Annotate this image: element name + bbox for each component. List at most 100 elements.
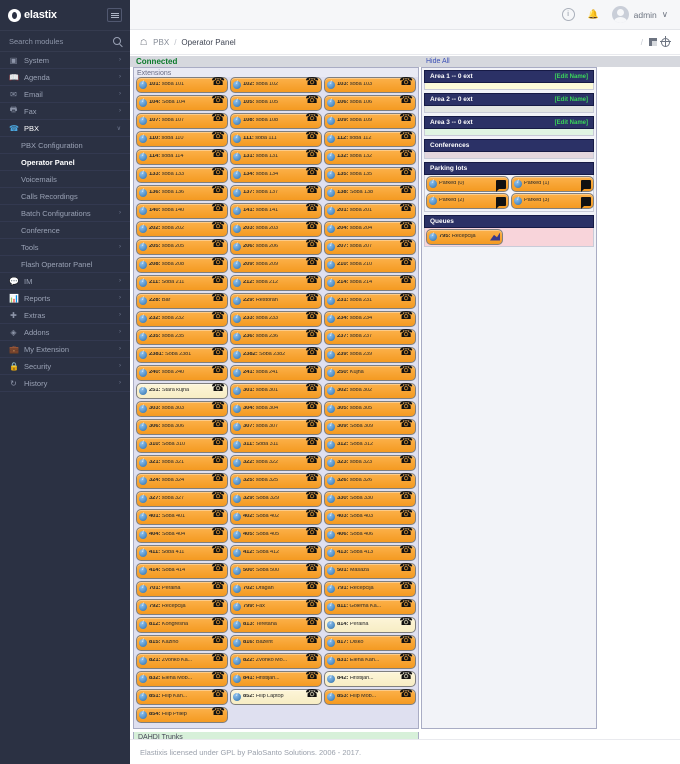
extension-button[interactable]: 821: Zvonko Ka... xyxy=(136,653,228,669)
info-icon[interactable] xyxy=(233,674,241,683)
extension-button[interactable]: 324: soba 324 xyxy=(136,473,228,489)
info-icon[interactable] xyxy=(514,179,522,188)
extension-button[interactable]: 210: soba 210 xyxy=(324,257,416,273)
info-icon[interactable] xyxy=(139,80,147,89)
extension-button[interactable]: 103: soba 103 xyxy=(324,77,416,93)
extension-button[interactable]: 322: soba 322 xyxy=(230,455,322,471)
extension-button[interactable]: 307: soba 307 xyxy=(230,419,322,435)
info-icon[interactable] xyxy=(139,314,147,323)
sidebar-item-calls-recordings[interactable]: Calls Recordings xyxy=(0,188,130,205)
extension-button[interactable]: 212: soba 212 xyxy=(230,275,322,291)
extension-button[interactable]: 302: soba 302 xyxy=(324,383,416,399)
info-icon[interactable] xyxy=(327,224,335,233)
sidebar-item-conference[interactable]: Conference xyxy=(0,222,130,239)
sidebar-item-tools[interactable]: Tools › xyxy=(0,239,130,256)
info-icon[interactable] xyxy=(327,134,335,143)
info-icon[interactable] xyxy=(327,80,335,89)
extension-button[interactable]: 201: soba 201 xyxy=(324,203,416,219)
expand-icon[interactable] xyxy=(659,36,671,47)
extension-button[interactable]: 815: Kazino xyxy=(136,635,228,651)
info-icon[interactable] xyxy=(139,638,147,647)
info-icon[interactable] xyxy=(327,404,335,413)
info-icon[interactable] xyxy=(139,278,147,287)
extension-button[interactable]: 306: soba 306 xyxy=(136,419,228,435)
sidebar-item-voicemails[interactable]: Voicemails xyxy=(0,171,130,188)
sidebar-item-security[interactable]: 🔒 Security › xyxy=(0,358,130,375)
info-icon[interactable] xyxy=(514,196,522,205)
info-icon[interactable] xyxy=(233,566,241,575)
breadcrumb-root[interactable]: PBX xyxy=(153,37,170,47)
info-icon[interactable] xyxy=(233,314,241,323)
extension-button[interactable]: 500: Soba 500 xyxy=(230,563,322,579)
extension-button[interactable]: 202: soba 202 xyxy=(136,221,228,237)
info-icon[interactable] xyxy=(139,422,147,431)
parking-slot-button[interactable]: Parked (0) xyxy=(426,176,509,192)
info-icon[interactable] xyxy=(327,242,335,251)
info-icon[interactable] xyxy=(233,350,241,359)
info-icon[interactable] xyxy=(233,602,241,611)
info-icon[interactable] xyxy=(139,512,147,521)
extension-button[interactable]: 817: Disko xyxy=(324,635,416,651)
extension-button[interactable]: 310: Soba 310 xyxy=(136,437,228,453)
info-icon[interactable] xyxy=(233,98,241,107)
info-icon[interactable] xyxy=(327,512,335,521)
extension-button[interactable]: 402: Soba 402 xyxy=(230,509,322,525)
search-input[interactable] xyxy=(9,36,95,46)
info-icon[interactable] xyxy=(233,134,241,143)
extension-button[interactable]: 229: Restoran xyxy=(230,293,322,309)
extension-button[interactable]: 134: soba 134 xyxy=(230,167,322,183)
extension-button[interactable]: 412: Soba 412 xyxy=(230,545,322,561)
info-icon[interactable] xyxy=(233,116,241,125)
info-icon[interactable] xyxy=(139,692,147,701)
extension-button[interactable]: 404: Soba 404 xyxy=(136,527,228,543)
info-icon[interactable] xyxy=(233,440,241,449)
sidebar-item-system[interactable]: ▣ System › xyxy=(0,52,130,69)
extension-button[interactable]: 228: Bar xyxy=(136,293,228,309)
extension-button[interactable]: 2382: Soba 2382 xyxy=(230,347,322,363)
info-icon[interactable] xyxy=(327,548,335,557)
info-icon[interactable] xyxy=(233,170,241,179)
info-icon[interactable] xyxy=(327,116,335,125)
edit-name-link[interactable]: [Edit Name] xyxy=(554,119,588,126)
info-icon[interactable] xyxy=(327,98,335,107)
extension-button[interactable]: 329: Soba 329 xyxy=(230,491,322,507)
info-icon[interactable] xyxy=(139,602,147,611)
extension-button[interactable]: 234: soba 234 xyxy=(324,311,416,327)
info-icon[interactable] xyxy=(139,710,147,719)
info-icon[interactable] xyxy=(139,206,147,215)
extension-button[interactable]: 108: soba 108 xyxy=(230,113,322,129)
info-icon[interactable] xyxy=(233,692,241,701)
info-icon[interactable] xyxy=(233,638,241,647)
info-icon[interactable] xyxy=(139,458,147,467)
extension-button[interactable]: 401: Soba 401 xyxy=(136,509,228,525)
info-icon[interactable] xyxy=(327,422,335,431)
extension-button[interactable]: 114: soba 114 xyxy=(136,149,228,165)
info-icon[interactable] xyxy=(139,350,147,359)
extension-button[interactable]: 110: soba 110 xyxy=(136,131,228,147)
sidebar-item-pbx[interactable]: ☎ PBX ∨ xyxy=(0,120,130,137)
extension-button[interactable]: 321: soba 321 xyxy=(136,455,228,471)
search-row[interactable] xyxy=(0,30,130,52)
extension-button[interactable]: 701: Peralna xyxy=(136,581,228,597)
info-icon[interactable] xyxy=(233,242,241,251)
extension-button[interactable]: 303: soba 303 xyxy=(136,401,228,417)
home-icon[interactable]: ☖ xyxy=(140,37,148,47)
info-icon[interactable] xyxy=(139,260,147,269)
info-icon[interactable] xyxy=(327,584,335,593)
extension-button[interactable]: 239: soba 239 xyxy=(324,347,416,363)
info-icon[interactable] xyxy=(139,476,147,485)
extension-button[interactable]: 102: soba 102 xyxy=(230,77,322,93)
info-icon[interactable] xyxy=(233,224,241,233)
sidebar-item-batch-configurations[interactable]: Batch Configurations › xyxy=(0,205,130,222)
extension-button[interactable]: 208: soba 208 xyxy=(136,257,228,273)
extension-button[interactable]: 791: Recepcija xyxy=(324,581,416,597)
info-icon[interactable] xyxy=(233,332,241,341)
info-icon[interactable] xyxy=(139,620,147,629)
extension-button[interactable]: 792: Recepcija xyxy=(136,599,228,615)
parking-slot-button[interactable]: Parked (3) xyxy=(511,193,594,209)
extension-button[interactable]: 406: Soba 406 xyxy=(324,527,416,543)
extension-button[interactable]: 2381: Soba 2381 xyxy=(136,347,228,363)
extension-button[interactable]: 105: soba 105 xyxy=(230,95,322,111)
info-icon[interactable] xyxy=(139,368,147,377)
sidebar-item-operator-panel[interactable]: Operator Panel xyxy=(0,154,130,171)
